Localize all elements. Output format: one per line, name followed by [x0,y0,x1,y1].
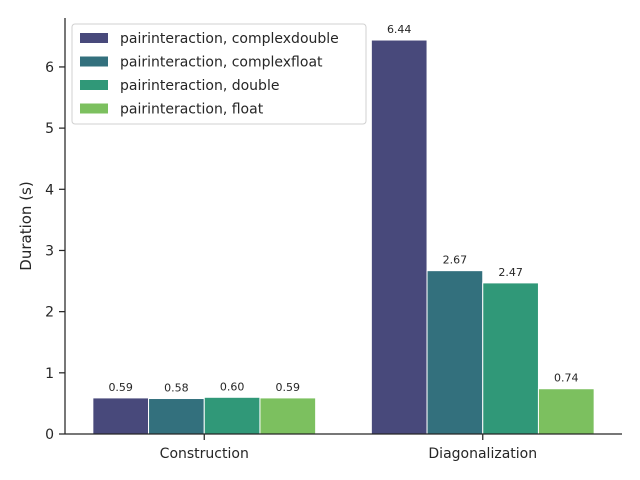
legend-swatch [80,33,108,43]
legend: pairinteraction, complexdouble pairintera… [71,23,367,125]
bar-2-construction [148,398,205,435]
bar-3-construction [203,396,261,435]
y-tick-label: 0 [45,427,54,443]
bar-value-label: 0.59 [108,381,133,394]
bar-1-construction [92,397,150,435]
bar-value-label: 2.47 [498,266,523,279]
y-tick-label: 2 [45,305,54,321]
bar-value-label: 0.59 [276,381,301,394]
bar-value-label: 0.58 [164,382,189,395]
bars-group [92,39,595,435]
legend-entry-label: pairinteraction, complexdouble [120,31,339,47]
y-axis: 0 1 2 3 4 5 6 [45,18,66,443]
bar-1-diagonalization [370,39,428,435]
bar-value-label: 2.67 [443,254,468,267]
x-axis: Construction Diagonalization [65,433,622,462]
y-tick-label: 5 [45,121,54,137]
bar-3-diagonalization [482,282,539,435]
legend-swatch [80,103,108,114]
x-tick-label: Diagonalization [428,446,537,462]
y-tick-label: 4 [45,182,54,198]
x-tick-label: Construction [160,446,249,462]
bar-2-diagonalization [426,270,484,435]
bar-4-diagonalization [537,388,595,435]
bar-value-label: 0.74 [554,372,579,385]
legend-entry-label: pairinteraction, float [120,102,264,118]
bar-value-label: 0.60 [220,380,245,393]
legend-entry-label: pairinteraction, double [120,78,279,94]
y-tick-label: 1 [45,366,54,382]
bar-4-construction [259,397,317,435]
legend-entry-label: pairinteraction, complexfloat [120,55,323,71]
y-axis-title: Duration (s) [17,181,35,270]
y-tick-label: 6 [45,60,54,76]
y-tick-label: 3 [45,243,54,259]
bar-value-label: 6.44 [387,23,412,36]
legend-swatch [80,80,108,90]
legend-swatch [80,56,108,67]
bar-labels-group: 0.59 6.44 0.58 2.67 0.60 2.47 0.59 0.74 [108,23,578,394]
legend-box [71,23,367,125]
